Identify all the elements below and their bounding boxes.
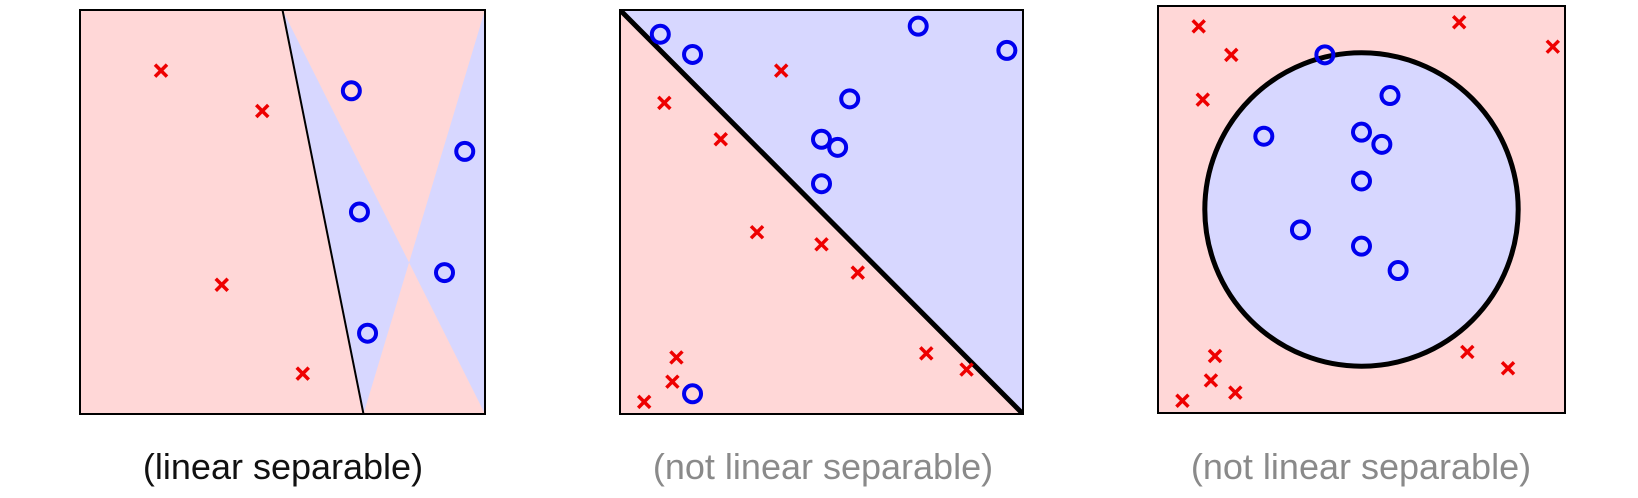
cross-marker xyxy=(773,63,789,78)
circle-marker xyxy=(811,128,832,150)
cross-marker xyxy=(153,63,169,78)
cross-marker xyxy=(295,366,310,381)
circle-marker xyxy=(811,173,832,195)
cross-marker xyxy=(1228,385,1243,400)
circle-marker xyxy=(682,383,704,405)
circle-marker xyxy=(357,322,379,344)
cross-marker xyxy=(1207,348,1223,364)
circle-marker xyxy=(1314,44,1336,66)
circle-marker xyxy=(1387,260,1409,282)
panel-diagonal-not-separable xyxy=(619,9,1024,415)
circle-marker xyxy=(454,140,476,162)
cross-marker xyxy=(959,362,974,377)
circle-marker xyxy=(1351,121,1372,143)
cross-marker xyxy=(665,374,680,389)
decision-boundary xyxy=(1202,50,1521,369)
panel-frame xyxy=(619,9,1024,415)
caption-diagonal-not-separable: (not linear separable) xyxy=(653,446,993,487)
cross-marker xyxy=(919,346,934,361)
decision-boundary xyxy=(281,10,365,414)
cross-marker xyxy=(1460,344,1475,360)
circle-marker xyxy=(907,15,929,37)
cross-marker xyxy=(1191,19,1206,34)
circle-marker xyxy=(340,80,362,102)
cross-marker xyxy=(669,350,684,365)
cross-marker xyxy=(1224,47,1239,63)
decision-boundary xyxy=(620,10,1023,414)
cross-marker xyxy=(713,132,728,147)
circle-marker xyxy=(348,201,370,223)
cross-marker xyxy=(814,237,829,252)
cross-marker xyxy=(1451,15,1467,30)
red-region xyxy=(80,10,485,414)
panel-frame xyxy=(1157,5,1566,414)
cross-marker xyxy=(657,95,672,111)
circle-marker xyxy=(1371,133,1393,155)
cross-marker xyxy=(255,103,270,119)
caption-circular-not-separable: (not linear separable) xyxy=(1191,446,1531,487)
cross-marker xyxy=(636,394,652,410)
circle-marker xyxy=(1289,219,1311,241)
cross-marker xyxy=(1195,92,1211,107)
caption-linear-separable: (linear separable) xyxy=(143,446,423,487)
circle-marker xyxy=(1351,235,1372,257)
panel-linear-separable xyxy=(79,9,486,415)
circle-marker xyxy=(649,23,671,45)
circle-marker xyxy=(1351,170,1372,192)
cross-marker xyxy=(1545,39,1561,54)
cross-marker xyxy=(1500,360,1516,376)
circle-marker xyxy=(996,39,1018,61)
panel-circular-not-separable xyxy=(1157,5,1566,414)
cross-marker xyxy=(850,265,866,280)
blue-region xyxy=(282,10,485,414)
cross-marker xyxy=(749,224,765,240)
circle-marker xyxy=(1379,85,1401,107)
circle-marker xyxy=(827,136,849,158)
cross-marker xyxy=(1175,393,1190,409)
circle-marker xyxy=(1253,125,1275,147)
circle-marker xyxy=(434,262,455,284)
circle-marker xyxy=(682,43,704,65)
cross-marker xyxy=(1203,373,1219,388)
circle-marker xyxy=(839,88,861,110)
cross-marker xyxy=(214,277,229,292)
panel-frame xyxy=(79,9,486,415)
